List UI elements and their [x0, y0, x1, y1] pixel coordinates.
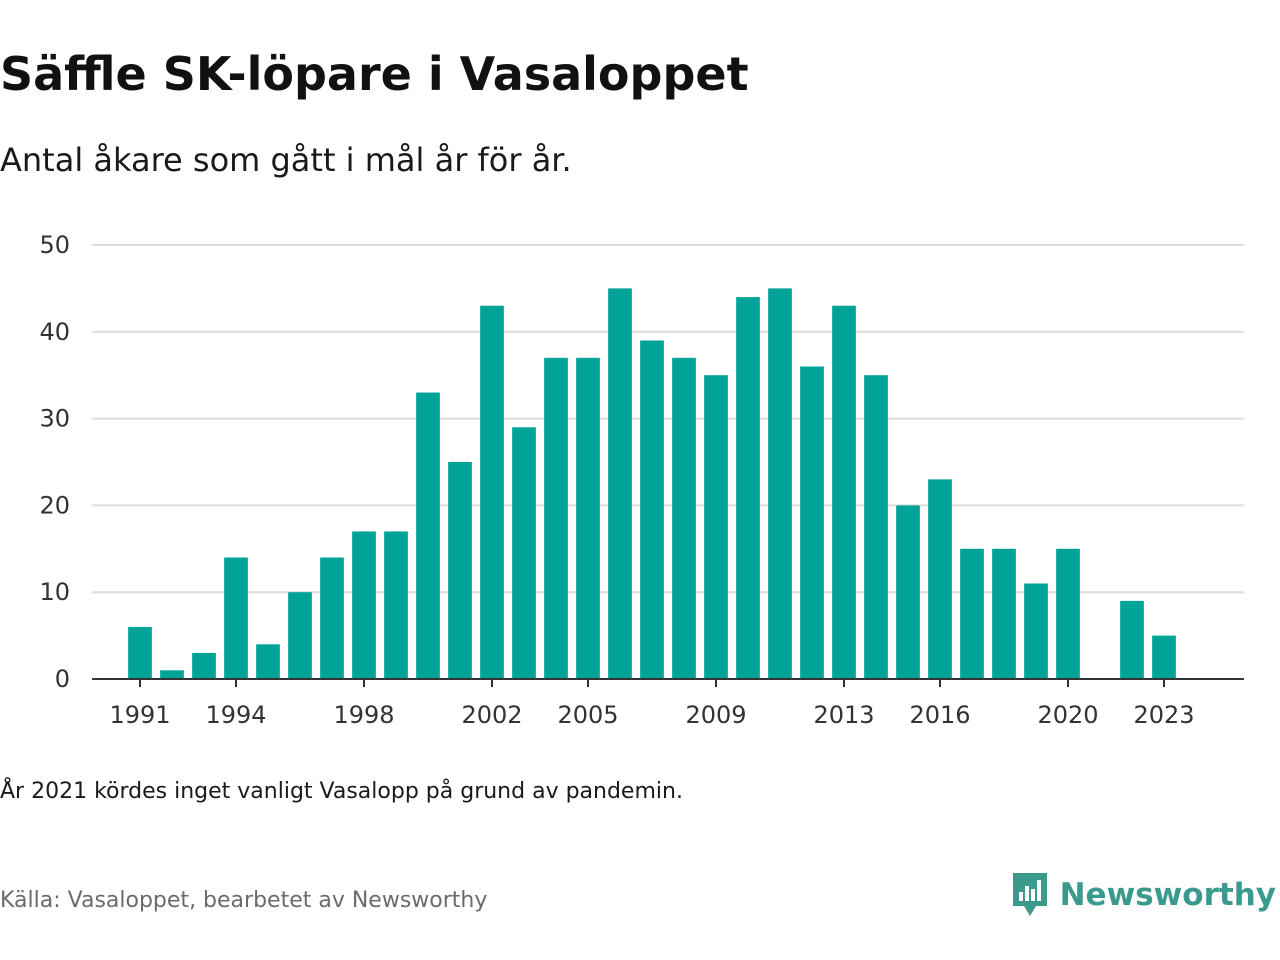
- bar-1991: [128, 626, 152, 679]
- bar-2018: [992, 548, 1016, 679]
- bar-1994: [224, 557, 248, 679]
- bar-2008: [672, 357, 696, 679]
- bar-2019: [1024, 583, 1048, 679]
- newsworthy-logo-icon: [1012, 873, 1047, 916]
- bar-2012: [800, 366, 824, 679]
- y-tick-label: 20: [39, 491, 70, 519]
- bar-2001: [448, 462, 472, 679]
- y-tick-label: 40: [39, 318, 70, 346]
- x-tick-label: 2002: [461, 701, 522, 729]
- y-tick-label: 50: [39, 231, 70, 259]
- x-tick-label: 2005: [557, 701, 618, 729]
- bar-2015: [896, 505, 920, 679]
- bar-2002: [480, 305, 504, 679]
- bar-2016: [928, 479, 952, 679]
- bar-2007: [640, 340, 664, 679]
- chart-title: Säffle SK-löpare i Vasaloppet: [0, 47, 749, 101]
- bar-chart: 0 10 20 30 40 50 1991 1994 1998 2002 2005 2009 2013…: [39, 231, 1244, 729]
- x-tick-label: 1994: [205, 701, 266, 729]
- bar-2023: [1152, 635, 1176, 679]
- y-tick-label: 30: [39, 405, 70, 433]
- bar-1995: [256, 644, 280, 679]
- y-tick-label: 10: [39, 578, 70, 606]
- source-note: Källa: Vasaloppet, bearbetet av Newswort…: [0, 888, 488, 913]
- bar-1992: [160, 670, 184, 679]
- newsworthy-logo-text: Newsworthy: [1059, 877, 1276, 913]
- x-tick-label: 2016: [909, 701, 970, 729]
- chart-subtitle: Antal åkare som gått i mål år för år.: [0, 141, 572, 179]
- bar-1998: [352, 531, 376, 679]
- bar-2003: [512, 427, 536, 679]
- bar-2013: [832, 305, 856, 679]
- bar-2000: [416, 392, 440, 679]
- bar-2005: [576, 357, 600, 679]
- bar-1999: [384, 531, 408, 679]
- gridlines: [92, 244, 1244, 594]
- x-tick-label: 2009: [685, 701, 746, 729]
- footnote: År 2021 kördes inget vanligt Vasalopp på…: [0, 779, 683, 804]
- bar-2010: [736, 297, 760, 679]
- x-axis-ticks: 1991 1994 1998 2002 2005 2009 2013 2016 2020 2023: [109, 679, 1195, 729]
- bar-2017: [960, 548, 984, 679]
- bar-2022: [1120, 600, 1144, 679]
- x-tick-label: 2013: [813, 701, 874, 729]
- x-tick-label: 2023: [1133, 701, 1194, 729]
- bar-2004: [544, 357, 568, 679]
- bar-1996: [288, 592, 312, 679]
- bars: [128, 288, 1176, 679]
- bar-1997: [320, 557, 344, 679]
- y-tick-label: 0: [55, 665, 70, 693]
- bar-1993: [192, 652, 216, 679]
- newsworthy-logo: Newsworthy: [1010, 868, 1276, 922]
- y-axis-ticks: 0 10 20 30 40 50: [39, 231, 70, 693]
- x-tick-label: 1991: [109, 701, 170, 729]
- bar-2020: [1056, 548, 1080, 679]
- x-tick-label: 1998: [333, 701, 394, 729]
- bar-2006: [608, 288, 632, 679]
- bar-2014: [864, 375, 888, 679]
- bar-2009: [704, 375, 728, 679]
- x-tick-label: 2020: [1037, 701, 1098, 729]
- bar-2011: [768, 288, 792, 679]
